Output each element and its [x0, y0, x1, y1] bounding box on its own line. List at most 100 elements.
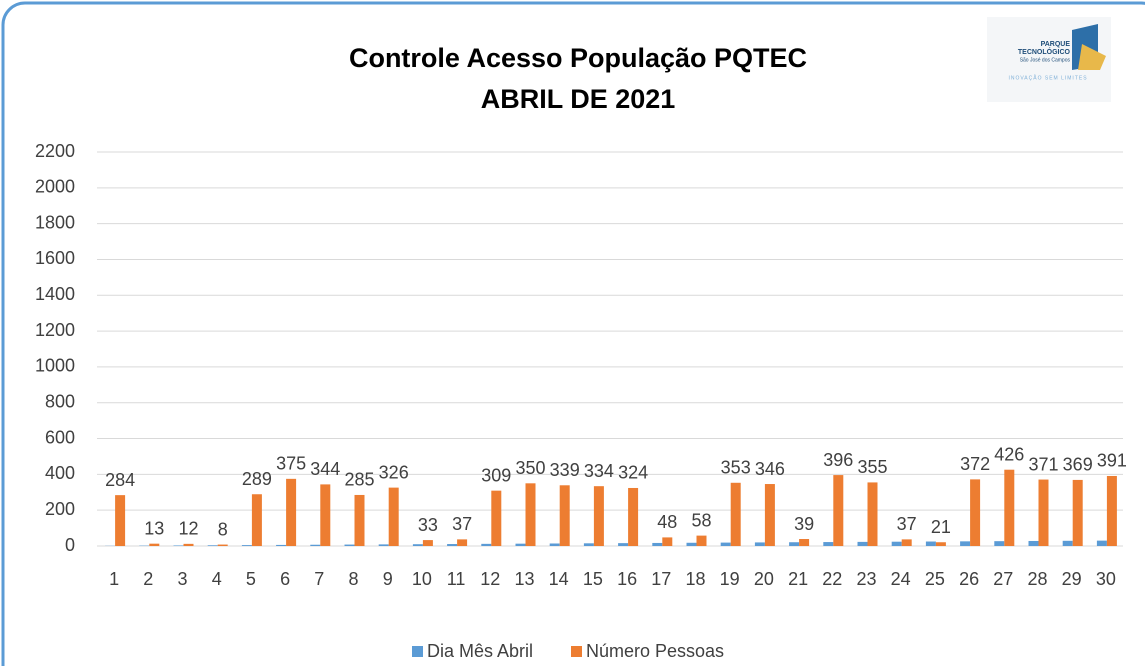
bar: [789, 542, 800, 546]
logo-shape: [1078, 44, 1106, 70]
data-label: 58: [691, 510, 711, 530]
bar: [217, 544, 228, 546]
x-tick-label: 17: [651, 569, 671, 589]
bar: [960, 541, 971, 546]
x-tick-label: 24: [891, 569, 911, 589]
y-tick-label: 800: [45, 391, 75, 411]
bar: [1062, 540, 1073, 546]
data-label: 13: [144, 518, 164, 538]
y-tick-label: 1000: [35, 356, 75, 376]
x-tick-label: 19: [720, 569, 740, 589]
data-label: 339: [550, 460, 580, 480]
bar: [183, 543, 194, 546]
bar: [583, 543, 594, 546]
data-label: 355: [857, 457, 887, 477]
bar: [686, 542, 697, 546]
x-tick-label: 2: [143, 569, 153, 589]
x-tick-label: 27: [993, 569, 1013, 589]
data-label: 8: [218, 519, 228, 539]
legend-label: Número Pessoas: [586, 641, 724, 661]
bar: [559, 485, 570, 546]
x-tick-label: 7: [314, 569, 324, 589]
bar: [149, 543, 160, 546]
x-tick-label: 13: [514, 569, 534, 589]
bar: [481, 543, 492, 546]
data-label: 284: [105, 470, 135, 490]
x-tick-label: 10: [412, 569, 432, 589]
y-tick-label: 1800: [35, 212, 75, 232]
bar: [628, 487, 639, 546]
y-tick-label: 600: [45, 427, 75, 447]
data-label: 285: [344, 470, 374, 490]
bar: [457, 539, 468, 546]
y-tick-label: 400: [45, 463, 75, 483]
bar: [173, 545, 184, 546]
bar: [754, 542, 765, 546]
chart-title: Controle Acesso População PQTEC: [349, 43, 807, 73]
x-tick-label: 12: [480, 569, 500, 589]
bar: [286, 478, 297, 546]
legend-label: Dia Mês Abril: [427, 641, 533, 661]
x-tick-label: 1: [109, 569, 119, 589]
data-label: 371: [1028, 454, 1058, 474]
data-label: 39: [794, 514, 814, 534]
bar: [320, 484, 331, 546]
x-tick-label: 30: [1096, 569, 1116, 589]
x-tick-label: 6: [280, 569, 290, 589]
bar: [515, 543, 526, 546]
bar: [935, 542, 946, 546]
data-label: 375: [276, 454, 306, 474]
x-tick-label: 23: [856, 569, 876, 589]
data-label: 33: [418, 515, 438, 535]
data-label: 21: [931, 517, 951, 537]
bar: [1038, 479, 1049, 546]
bar: [720, 542, 731, 546]
x-tick-label: 18: [685, 569, 705, 589]
logo-text: São José dos Campos: [1020, 57, 1071, 63]
y-tick-label: 1400: [35, 284, 75, 304]
data-label: 326: [379, 462, 409, 482]
bar: [1028, 540, 1039, 546]
x-tick-label: 28: [1027, 569, 1047, 589]
bar: [901, 539, 912, 546]
bar: [1004, 469, 1015, 546]
x-tick-label: 15: [583, 569, 603, 589]
x-tick-label: 11: [447, 569, 466, 589]
data-label: 344: [310, 459, 340, 479]
bar: [447, 544, 458, 546]
y-tick-label: 0: [65, 535, 75, 555]
bar: [970, 479, 981, 546]
data-label: 37: [452, 514, 472, 534]
bar: [241, 545, 252, 546]
bar: [662, 537, 673, 546]
data-label: 48: [657, 512, 677, 532]
logo-text: INOVAÇÃO SEM LIMITES: [1008, 74, 1087, 81]
legend-swatch: [571, 646, 582, 657]
logo: PARQUE TECNOLÓGICO São José dos Campos I…: [987, 17, 1111, 102]
x-tick-label: 26: [959, 569, 979, 589]
bar: [491, 490, 502, 546]
bar: [207, 545, 218, 546]
bar: [618, 543, 629, 546]
bar: [412, 544, 423, 546]
data-label: 289: [242, 469, 272, 489]
bar: [833, 475, 844, 546]
data-label: 391: [1097, 451, 1127, 471]
chart-subtitle: ABRIL DE 2021: [481, 84, 676, 114]
bar: [994, 541, 1005, 546]
x-tick-label: 14: [549, 569, 569, 589]
bar: [925, 541, 936, 546]
x-tick-label: 21: [788, 569, 808, 589]
x-tick-label: 3: [177, 569, 187, 589]
data-label: 350: [515, 458, 545, 478]
data-label: 334: [584, 461, 614, 481]
y-tick-label: 200: [45, 499, 75, 519]
bar: [867, 482, 878, 546]
x-tick-label: 22: [822, 569, 842, 589]
data-label: 353: [721, 458, 751, 478]
bar: [525, 483, 536, 546]
data-label: 309: [481, 465, 511, 485]
bar: [354, 494, 365, 546]
x-tick-label: 25: [925, 569, 945, 589]
